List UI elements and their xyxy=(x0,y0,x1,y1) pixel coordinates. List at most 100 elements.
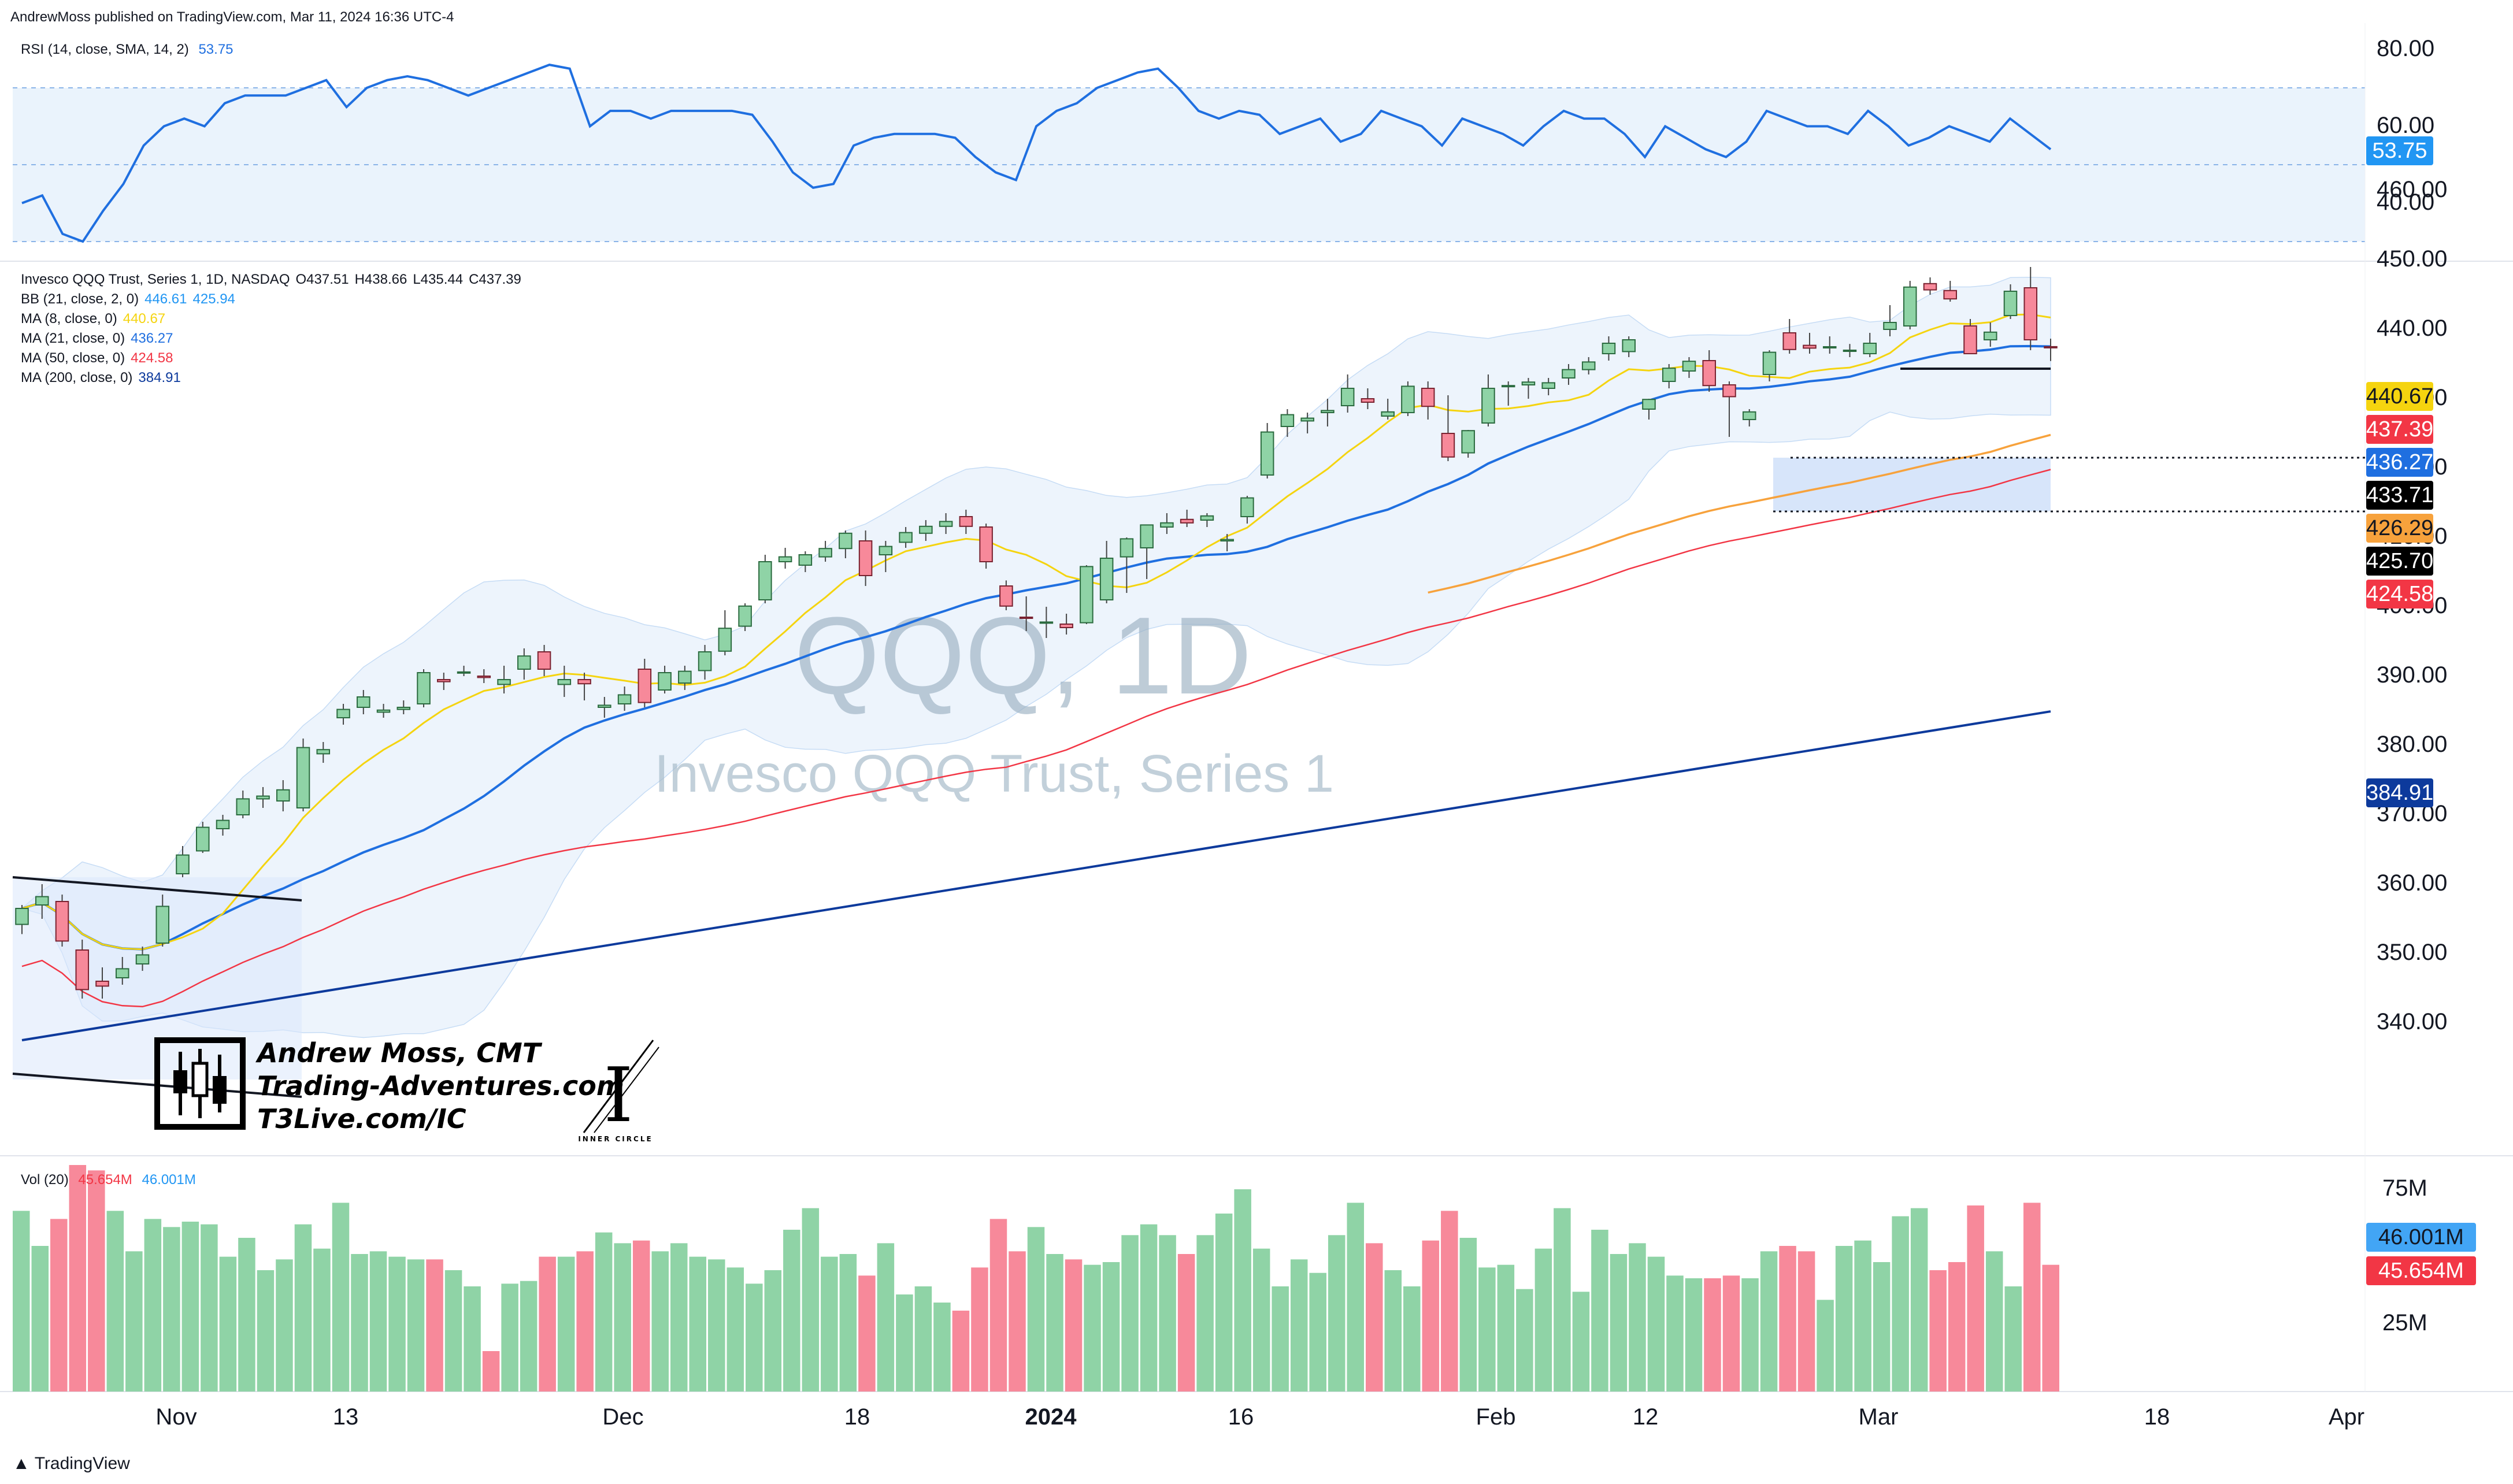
candle xyxy=(336,704,350,725)
footer: ▲ TradingView xyxy=(13,1454,130,1474)
rsi-tick: 40.00 xyxy=(2377,189,2435,215)
candle-body xyxy=(598,704,611,708)
price-label: 436.27 xyxy=(2366,448,2433,477)
volume-legend[interactable]: Vol (20) 45.654M 46.001M xyxy=(21,1172,196,1188)
main-legend-row[interactable]: BB (21, close, 2, 0) 446.61 425.94 xyxy=(21,291,235,307)
candle xyxy=(216,815,230,836)
candle xyxy=(276,780,290,811)
brand-site-1: Trading-Adventures.com xyxy=(257,1070,624,1101)
volume-bar xyxy=(1365,1243,1383,1392)
volume-bar xyxy=(1629,1243,1646,1392)
candle-body xyxy=(437,679,451,682)
candle-body xyxy=(1381,411,1395,417)
candle-body xyxy=(678,670,692,684)
volume-bar xyxy=(464,1286,481,1392)
candle-body xyxy=(839,532,853,550)
trendline-upper[interactable] xyxy=(12,876,302,901)
volume-bar xyxy=(746,1283,763,1392)
volume-bar xyxy=(1347,1203,1364,1392)
volume-label: 46.001M xyxy=(2366,1223,2476,1252)
candle-body xyxy=(1280,414,1295,427)
candle-body xyxy=(979,526,993,562)
inner-circle-logo: I INNER CIRCLE xyxy=(578,1040,659,1143)
candle-body xyxy=(497,679,511,685)
volume-bar xyxy=(501,1283,518,1392)
candle xyxy=(195,822,210,853)
candle xyxy=(1421,381,1435,420)
candle xyxy=(1340,374,1355,413)
candle-body xyxy=(1782,332,1796,350)
price-label: 433.71 xyxy=(2366,481,2433,510)
volume-bar xyxy=(1252,1248,1270,1392)
candle xyxy=(1843,344,1857,357)
candle xyxy=(1019,596,1033,631)
candle xyxy=(1521,378,1536,399)
volume-bar xyxy=(1478,1267,1496,1392)
legend-label: MA (21, close, 0) xyxy=(21,331,125,346)
volume-bar xyxy=(952,1311,970,1392)
volume-bar xyxy=(219,1256,237,1392)
candle xyxy=(135,947,150,971)
candle xyxy=(2044,339,2058,361)
candle xyxy=(1080,565,1094,624)
volume-bar xyxy=(1722,1275,1740,1392)
volume-bar xyxy=(2042,1264,2059,1392)
main-legend-row[interactable]: MA (21, close, 0) 436.27 xyxy=(21,331,173,347)
candle xyxy=(1099,541,1114,603)
tradingview-logo-icon[interactable]: ▲ xyxy=(13,1454,30,1473)
rsi-value-label: 53.75 xyxy=(2366,136,2433,165)
volume-bar xyxy=(1234,1189,1251,1392)
tradingview-logo-text[interactable]: TradingView xyxy=(34,1454,130,1473)
volume-bar xyxy=(670,1243,688,1392)
candle-body xyxy=(1421,388,1435,407)
candle-body xyxy=(1742,411,1756,420)
candle xyxy=(1441,395,1455,461)
volume-bar xyxy=(1929,1270,1947,1392)
candle-body xyxy=(35,896,49,906)
candle-body xyxy=(195,826,210,852)
candle xyxy=(698,645,712,680)
rsi-legend[interactable]: RSI (14, close, SMA, 14, 2) 53.75 xyxy=(21,42,233,58)
candle xyxy=(678,666,692,690)
price-label: 426.29 xyxy=(2366,514,2433,543)
main-legend-row[interactable]: MA (8, close, 0) 440.67 xyxy=(21,311,165,327)
volume-bar xyxy=(933,1303,951,1392)
volume-bar xyxy=(1403,1286,1421,1392)
candle xyxy=(1622,336,1636,357)
main-legend-row[interactable]: MA (200, close, 0) 384.91 xyxy=(21,370,181,386)
volume-bar xyxy=(1177,1254,1195,1392)
candle xyxy=(2023,267,2038,350)
volume-bar xyxy=(1102,1262,1120,1392)
candle-body xyxy=(1541,382,1555,389)
volume-legend-value-2: 46.001M xyxy=(142,1172,196,1188)
brand-name: Andrew Moss, CMT xyxy=(257,1037,541,1069)
svg-text:INNER CIRCLE: INNER CIRCLE xyxy=(578,1135,653,1143)
candle-body xyxy=(1120,538,1134,558)
candle xyxy=(1220,534,1234,551)
time-tick: Feb xyxy=(1476,1404,1516,1430)
candle xyxy=(858,530,873,586)
volume-bar xyxy=(1647,1256,1665,1392)
candle-body xyxy=(577,679,591,685)
main-legend-row[interactable]: MA (50, close, 0) 424.58 xyxy=(21,350,173,366)
volume-bar xyxy=(1196,1235,1214,1392)
candle xyxy=(1903,281,1917,329)
volume-bar xyxy=(783,1230,800,1392)
candle xyxy=(1240,496,1254,524)
volume-bar xyxy=(1535,1248,1552,1392)
candle xyxy=(1943,281,1958,302)
candle xyxy=(396,700,411,714)
time-tick: Nov xyxy=(155,1404,197,1430)
volume-bar xyxy=(1084,1264,1101,1392)
candle-body xyxy=(316,749,331,755)
candle xyxy=(75,940,90,999)
watermark-symbol: QQQ, 1D xyxy=(794,595,1252,717)
legend-value: H438.66 xyxy=(354,272,407,287)
candle-body xyxy=(376,709,391,713)
candle-body xyxy=(1481,388,1495,424)
main-legend-row[interactable]: Invesco QQQ Trust, Series 1, 1D, NASDAQ O… xyxy=(21,272,521,288)
candle xyxy=(979,524,993,569)
candle xyxy=(718,610,732,655)
volume-bar xyxy=(877,1243,895,1392)
